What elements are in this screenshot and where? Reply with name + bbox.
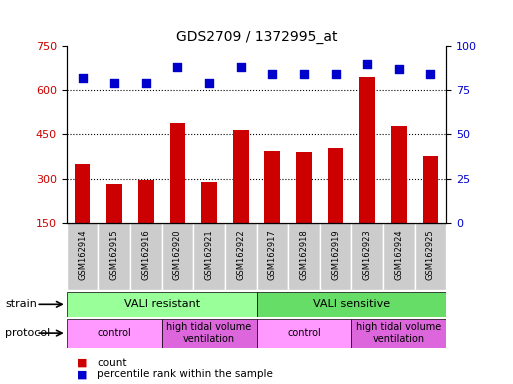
Text: VALI sensitive: VALI sensitive bbox=[313, 299, 390, 310]
Bar bbox=[233, 130, 249, 223]
FancyBboxPatch shape bbox=[98, 223, 130, 290]
Point bbox=[142, 80, 150, 86]
Point bbox=[426, 71, 435, 78]
Text: GSM162919: GSM162919 bbox=[331, 230, 340, 280]
Bar bbox=[106, 184, 122, 223]
Bar bbox=[138, 180, 154, 223]
Bar bbox=[256, 319, 351, 348]
Bar bbox=[264, 151, 280, 223]
FancyBboxPatch shape bbox=[162, 223, 193, 290]
Text: percentile rank within the sample: percentile rank within the sample bbox=[97, 369, 273, 379]
Text: ■: ■ bbox=[77, 358, 87, 368]
Text: control: control bbox=[287, 328, 321, 338]
Text: GSM162921: GSM162921 bbox=[205, 230, 213, 280]
Text: high tidal volume
ventilation: high tidal volume ventilation bbox=[166, 322, 252, 344]
Point bbox=[205, 80, 213, 86]
Text: GSM162925: GSM162925 bbox=[426, 230, 435, 280]
Text: count: count bbox=[97, 358, 127, 368]
Text: high tidal volume
ventilation: high tidal volume ventilation bbox=[356, 322, 442, 344]
Title: GDS2709 / 1372995_at: GDS2709 / 1372995_at bbox=[176, 30, 337, 44]
FancyBboxPatch shape bbox=[193, 223, 225, 290]
Point bbox=[110, 80, 118, 86]
Text: GSM162916: GSM162916 bbox=[141, 230, 150, 280]
Text: ■: ■ bbox=[77, 369, 87, 379]
Bar bbox=[67, 292, 256, 317]
Text: GSM162920: GSM162920 bbox=[173, 230, 182, 280]
Bar bbox=[67, 319, 162, 348]
FancyBboxPatch shape bbox=[383, 223, 415, 290]
Text: GSM162924: GSM162924 bbox=[394, 230, 403, 280]
FancyBboxPatch shape bbox=[320, 223, 351, 290]
FancyBboxPatch shape bbox=[225, 223, 256, 290]
Point bbox=[363, 61, 371, 67]
Text: GSM162923: GSM162923 bbox=[363, 230, 372, 280]
Bar bbox=[256, 292, 446, 317]
Bar bbox=[423, 157, 439, 223]
Bar bbox=[162, 319, 256, 348]
Bar bbox=[351, 319, 446, 348]
Text: control: control bbox=[97, 328, 131, 338]
Bar bbox=[359, 77, 375, 223]
Point bbox=[268, 71, 277, 78]
Bar bbox=[201, 182, 217, 223]
Bar bbox=[296, 152, 312, 223]
Text: GSM162915: GSM162915 bbox=[110, 230, 119, 280]
Text: protocol: protocol bbox=[5, 328, 50, 338]
Text: GSM162918: GSM162918 bbox=[300, 230, 308, 280]
Bar bbox=[391, 126, 407, 223]
Point bbox=[331, 71, 340, 78]
Point bbox=[173, 64, 182, 70]
FancyBboxPatch shape bbox=[351, 223, 383, 290]
Point bbox=[300, 71, 308, 78]
Text: strain: strain bbox=[5, 299, 37, 310]
FancyBboxPatch shape bbox=[415, 223, 446, 290]
Point bbox=[236, 64, 245, 70]
Bar bbox=[169, 122, 185, 223]
FancyBboxPatch shape bbox=[256, 223, 288, 290]
FancyBboxPatch shape bbox=[288, 223, 320, 290]
Point bbox=[394, 66, 403, 72]
Point bbox=[78, 75, 87, 81]
Text: GSM162917: GSM162917 bbox=[268, 230, 277, 280]
Text: GSM162914: GSM162914 bbox=[78, 230, 87, 280]
Bar bbox=[74, 164, 90, 223]
Text: VALI resistant: VALI resistant bbox=[124, 299, 200, 310]
FancyBboxPatch shape bbox=[130, 223, 162, 290]
FancyBboxPatch shape bbox=[67, 223, 98, 290]
Bar bbox=[328, 147, 344, 223]
Text: GSM162922: GSM162922 bbox=[236, 230, 245, 280]
